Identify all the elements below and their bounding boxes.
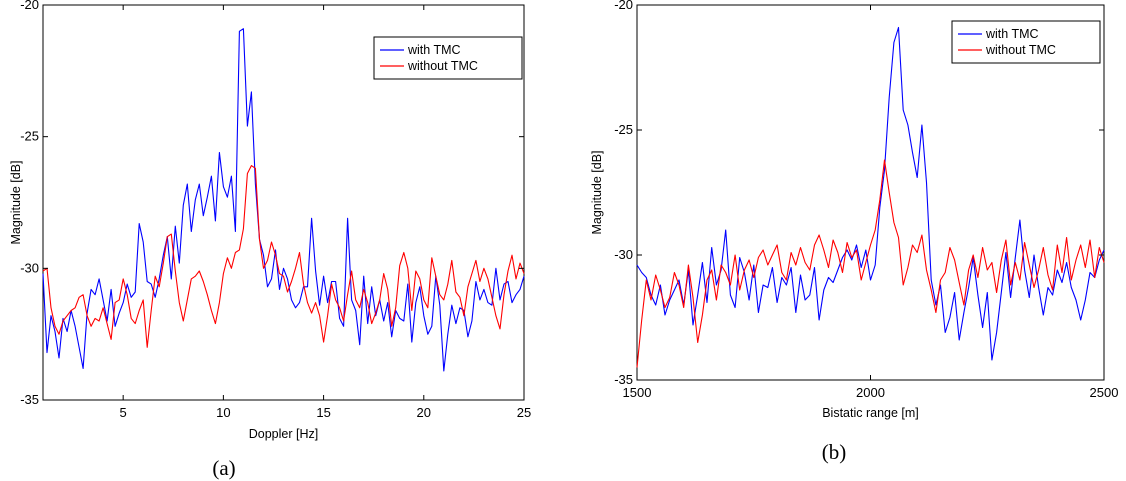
legend-box <box>373 36 523 80</box>
x-axis-label: Doppler [Hz] <box>249 427 318 441</box>
y-tick-label: -25 <box>20 129 39 144</box>
chart-b: -35 -30 -25 -20 1500 2000 2500 Bistatic range [… <box>590 0 1118 464</box>
x-tick-label: 5 <box>120 405 127 420</box>
x-tick-label: 25 <box>517 405 531 420</box>
x-axis-label: Bistatic range [m] <box>822 406 919 420</box>
y-tick-label: -35 <box>614 372 633 387</box>
x-tick-label: 15 <box>316 405 330 420</box>
y-axis-label: Magnitude [dB] <box>9 160 23 244</box>
series-line-with-tmc <box>42 28 525 372</box>
x-tick-label: 2000 <box>856 385 885 400</box>
x-tick-label: 20 <box>417 405 431 420</box>
legend-entry: with TMC <box>407 43 461 57</box>
y-axis-label: Magnitude [dB] <box>590 150 604 234</box>
legend-box <box>951 20 1101 64</box>
subfigure-caption: (b) <box>822 440 847 464</box>
y-tick-label: -20 <box>20 0 39 12</box>
legend-entry: with TMC <box>985 27 1039 41</box>
y-tick-label: -35 <box>20 392 39 407</box>
y-tick-label: -30 <box>20 260 39 275</box>
series-line-without-tmc <box>636 159 1105 368</box>
y-tick-label: -25 <box>614 122 633 137</box>
subfigure-caption: (a) <box>212 456 235 480</box>
x-tick-label: 2500 <box>1090 385 1119 400</box>
legend-entry: without TMC <box>985 43 1056 57</box>
legend-entry: without TMC <box>407 59 478 73</box>
plot-frame <box>636 4 1105 381</box>
y-tick-label: -20 <box>614 0 633 12</box>
chart-a: -35 -30 -25 -20 5 10 15 20 25 Doppler [Hz] Magnitu… <box>9 0 531 480</box>
series-line-with-tmc <box>636 26 1105 361</box>
x-tick-label: 1500 <box>623 385 652 400</box>
x-tick-label: 10 <box>216 405 230 420</box>
y-tick-label: -30 <box>614 247 633 262</box>
series-line-without-tmc <box>42 165 525 348</box>
